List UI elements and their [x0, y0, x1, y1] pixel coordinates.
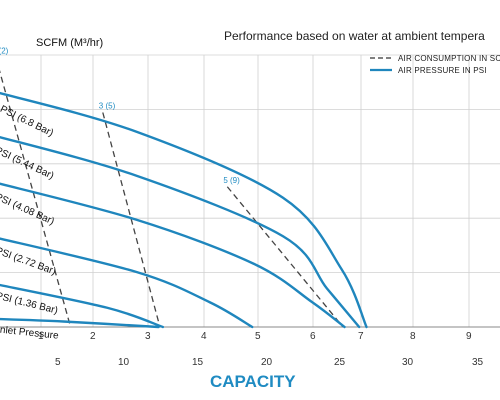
top-tick-5: 5 — [255, 331, 261, 342]
air-consumption-line-2 — [102, 112, 161, 328]
pressure-curve-2 — [0, 135, 361, 329]
curve-label-3: 60 PSI (4.08 Bar) — [0, 186, 56, 227]
bottom-tick-20: 20 — [261, 357, 273, 368]
air-consumption-lines — [0, 70, 344, 328]
x-axis-title: CAPACITY — [210, 372, 296, 391]
bottom-tick-5: 5 — [55, 357, 61, 368]
top-tick-3: 3 — [145, 331, 151, 342]
top-tick-7: 7 — [358, 331, 364, 342]
air-consumption-label-1: 1 (2) — [0, 47, 9, 56]
curve-label-1: 100 PSI (6.8 Bar) — [0, 95, 55, 139]
top-tick-6: 6 — [310, 331, 316, 342]
legend-air-consumption: AIR CONSUMPTION IN SC — [398, 54, 500, 63]
legend: AIR CONSUMPTION IN SC AIR PRESSURE IN PS… — [370, 54, 500, 75]
chart-title: Performance based on water at ambient te… — [224, 29, 485, 43]
scfm-axis-label: SCFM (M³/hr) — [36, 37, 103, 49]
top-tick-8: 8 — [410, 331, 416, 342]
bottom-tick-35: 35 — [472, 357, 484, 368]
top-tick-2: 2 — [90, 331, 96, 342]
legend-air-pressure: AIR PRESSURE IN PSI — [398, 66, 487, 75]
bottom-tick-30: 30 — [402, 357, 414, 368]
pressure-curve-5 — [0, 283, 165, 329]
air-consumption-label-3: 5 (9) — [223, 176, 240, 185]
top-tick-1: 1 — [38, 331, 44, 342]
air-consumption-line-3 — [226, 186, 344, 328]
bottom-tick-15: 15 — [192, 357, 204, 368]
pressure-curves — [0, 91, 368, 329]
top-tick-9: 9 — [466, 331, 472, 342]
top-tick-4: 4 — [201, 331, 207, 342]
pressure-curve-6 — [0, 317, 160, 329]
pressure-curve-3 — [0, 182, 346, 329]
grid — [0, 54, 500, 328]
bottom-tick-10: 10 — [118, 357, 130, 368]
air-consumption-label-2: 3 (5) — [99, 102, 116, 111]
curve-label-6: Air Inlet Pressure — [0, 323, 60, 342]
bottom-tick-25: 25 — [334, 357, 346, 368]
axis-ticks: 1 2 3 4 5 6 7 8 9 5 10 15 20 25 30 35 — [38, 331, 484, 368]
pressure-curve-1 — [0, 91, 368, 329]
air-consumption-line-1 — [0, 70, 72, 328]
pressure-curve-4 — [0, 237, 254, 329]
